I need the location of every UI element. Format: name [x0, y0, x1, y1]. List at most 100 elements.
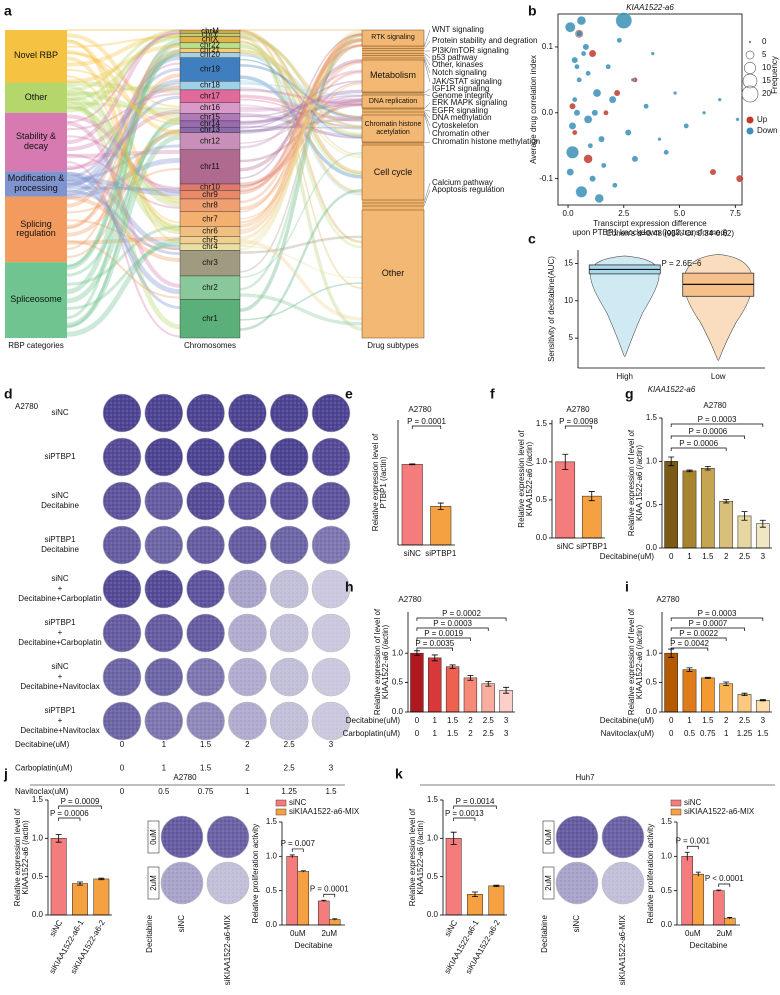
size-legend-label: 0 — [762, 37, 767, 46]
flow — [239, 34, 363, 213]
legend-label: siKIAA1522-a6-MIX — [684, 807, 755, 816]
bar — [430, 506, 452, 546]
plate-texture — [104, 703, 140, 739]
dose-value: 0 — [120, 740, 125, 749]
category-name: Carboplatin(uM) — [343, 729, 401, 738]
plate-texture — [162, 817, 202, 857]
dose-value: 3 — [329, 764, 334, 773]
plate-texture — [187, 439, 224, 475]
plate-texture — [187, 395, 224, 431]
bracket — [58, 817, 81, 821]
chromosome-label: chr9 — [202, 190, 218, 199]
chromosome-label: chr3 — [202, 258, 218, 267]
bar — [737, 515, 752, 549]
flow — [66, 134, 181, 328]
flow — [66, 56, 181, 232]
x-tick-label: 2 — [724, 716, 729, 725]
dose-value: 1 — [162, 740, 167, 749]
y-tick-label: 1.5 — [32, 795, 44, 804]
flow — [66, 33, 181, 123]
y-tick-label: 1.5 — [536, 419, 548, 428]
chromosome-label: chr8 — [202, 200, 218, 209]
point — [583, 115, 593, 124]
plate-texture — [313, 395, 349, 431]
chromosome-label: chr15 — [200, 112, 221, 121]
chromosome-label: chr5 — [202, 235, 218, 244]
flow — [239, 52, 363, 121]
category-label: Novel RBP — [13, 50, 58, 61]
y-tick-label: 0.0 — [661, 920, 673, 929]
chromosome-label: chr17 — [200, 91, 221, 100]
flow — [66, 73, 181, 229]
plate-texture — [229, 483, 266, 519]
plate-texture — [271, 703, 308, 739]
chromosome-label: chr13 — [200, 125, 221, 134]
row-label: Decitabine — [41, 545, 79, 554]
legend-swatch — [746, 116, 754, 124]
leader — [423, 54, 431, 66]
p-value: P = 0.0019 — [424, 629, 463, 638]
x-tick-label: 1 — [687, 552, 692, 561]
point — [576, 77, 582, 83]
bracket — [670, 627, 745, 631]
error-bar — [727, 917, 733, 919]
row-label: + — [58, 628, 63, 637]
drug-label: DNA replication — [368, 97, 418, 105]
flow — [239, 98, 363, 134]
x-tick-label: 2uM — [321, 929, 337, 938]
drug-label-box: Cell cycle — [374, 167, 413, 177]
flow — [239, 64, 363, 119]
point — [702, 110, 707, 115]
row-label: + — [58, 672, 63, 681]
bar — [329, 919, 341, 926]
point — [572, 96, 578, 103]
plate-texture — [187, 703, 224, 739]
plate-texture — [313, 615, 349, 651]
row-label: 2uM — [149, 875, 158, 891]
dose-name: Navitoclax(uM) — [15, 787, 69, 796]
x-tick-label: 2.5 — [483, 716, 495, 725]
flow — [239, 88, 363, 106]
category-label-box: Spliceosome — [10, 294, 62, 304]
flow — [66, 52, 181, 108]
p-value: P = 0.007 — [281, 839, 316, 848]
y-axis-label: Relative expression of level of — [373, 608, 382, 715]
y-axis-label: Relative proliferation activity — [646, 824, 655, 924]
flow — [239, 46, 363, 138]
plate-texture — [229, 703, 266, 739]
error-bar — [450, 831, 457, 845]
bracket — [416, 627, 489, 631]
flow — [239, 239, 363, 321]
plate-texture — [271, 439, 308, 475]
x-tick-label-2: 0.75 — [700, 729, 716, 738]
plate-texture — [557, 817, 597, 857]
flow — [239, 86, 363, 131]
flow — [66, 39, 181, 244]
panel-label: c — [528, 231, 536, 247]
flow — [66, 86, 181, 152]
error-bar — [321, 899, 327, 902]
drug-subtype-label: ERK MAPK signaling — [432, 98, 507, 107]
y-tick-label: 5 — [569, 333, 574, 342]
error-bar — [562, 453, 569, 470]
plate-texture — [603, 817, 643, 857]
x-tick-label: siPTBP1 — [576, 542, 608, 551]
x-tick-label: 1 — [433, 716, 438, 725]
y-axis-label: Relative expression of level of — [627, 608, 636, 715]
y-axis-label: Relative expression of level of — [627, 429, 636, 536]
point — [576, 16, 586, 26]
dose-value: 1.5 — [200, 740, 212, 749]
plate-texture — [104, 439, 140, 475]
drug-subtype-label: Genome integrity — [432, 91, 493, 100]
flow — [239, 34, 363, 239]
bar — [93, 878, 110, 916]
p-value: P = 0.0003 — [433, 619, 472, 628]
point — [613, 89, 621, 97]
chromosome-label: chr7 — [202, 214, 218, 223]
p-value: P = 0.0009 — [61, 797, 100, 806]
category-node — [5, 112, 67, 172]
category-name: Decitabine(uM) — [346, 716, 401, 725]
panel-label: g — [625, 386, 634, 402]
y-tick-label: -0.1 — [539, 174, 553, 183]
flow — [239, 33, 363, 313]
